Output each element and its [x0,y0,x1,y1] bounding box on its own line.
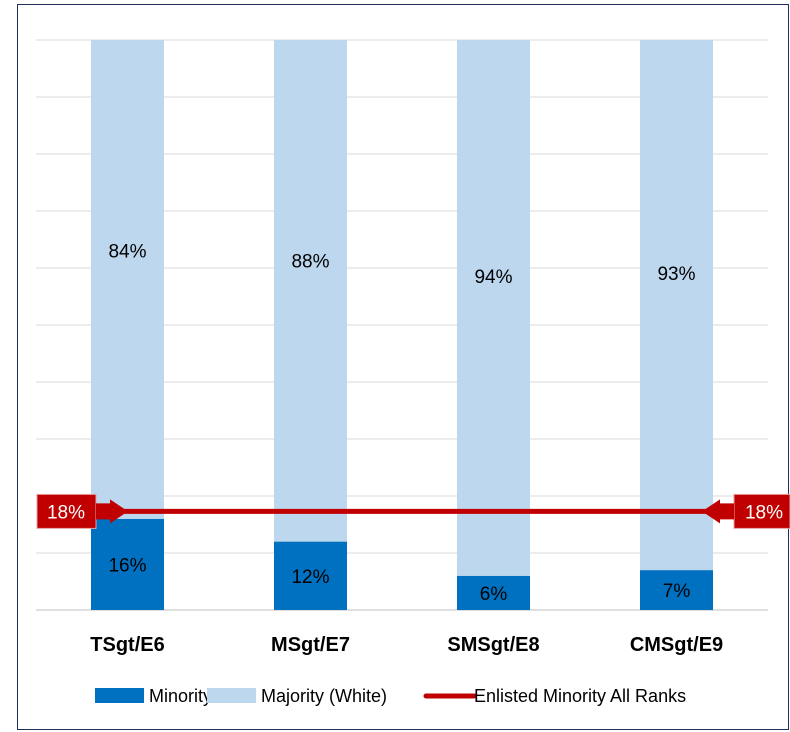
bar-majority-3 [457,40,530,576]
legend-label-majority: Majority (White) [261,686,387,706]
category-label-2: MSgt/E7 [271,634,350,656]
legend: Minority Majority (White) Enlisted Minorit… [95,686,686,706]
bar-majority-4 [640,40,713,571]
legend-swatch-majority [207,688,256,703]
legend-swatch-minority [95,688,144,703]
bar-majority-2 [274,40,347,542]
reference-arrow-right [702,499,734,524]
data-label-minority-4: 7% [663,581,691,602]
bar-majority-1 [91,40,164,519]
bars-layer [91,40,713,610]
data-label-majority-1: 84% [108,242,146,263]
data-label-minority-1: 16% [108,555,146,576]
category-label-1: TSgt/E6 [90,634,164,656]
data-label-majority-3: 94% [474,267,512,288]
bar-minority-4 [640,570,713,610]
labels-layer: 16% 84% 12% 88% 6% 94% 7% 93% [108,242,695,605]
reference-line-layer: 18% 18% [36,493,790,529]
legend-label-minority: Minority [149,686,212,706]
reference-callout-left [36,493,97,529]
reference-arrow-left [96,499,128,524]
category-labels-layer: TSgt/E6 MSgt/E7 SMSgt/E8 CMSgt/E9 [90,634,723,656]
reference-label-right: 18% [745,502,783,523]
category-label-4: CMSgt/E9 [630,634,723,656]
data-label-minority-3: 6% [480,584,508,605]
legend-label-reference: Enlisted Minority All Ranks [474,686,686,706]
data-label-minority-2: 12% [291,567,329,588]
bar-minority-2 [274,541,347,610]
category-label-3: SMSgt/E8 [447,634,539,656]
reference-label-left: 18% [47,502,85,523]
bar-minority-3 [457,575,530,610]
data-label-majority-4: 93% [657,264,695,285]
bar-minority-1 [91,518,164,610]
data-label-majority-2: 88% [291,252,329,273]
